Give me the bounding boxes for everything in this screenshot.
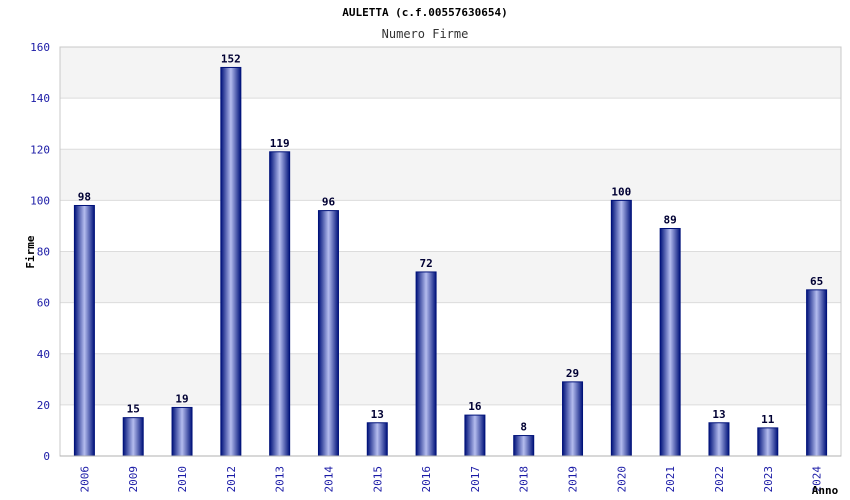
bar-2014 [317,210,339,457]
y-tick-label: 100 [30,194,50,207]
x-tick-label: 2020 [615,466,628,493]
bar-2012 [220,66,242,457]
data-label-2020: 100 [611,185,631,198]
y-tick-label: 0 [43,450,50,463]
grid-bands [60,47,841,405]
x-tick-label: 2023 [762,466,775,493]
x-tick-label: 2014 [322,466,335,493]
grid-band [60,251,841,303]
x-tick-label: 2019 [567,466,580,493]
bar-2013 [269,151,291,457]
data-label-2022: 13 [712,408,725,421]
x-tick-label: 2024 [811,466,824,493]
x-axis-label: Anno [812,484,839,497]
bar-2016 [415,271,437,457]
x-tick-label: 2013 [274,466,287,493]
data-label-2018: 8 [520,421,527,434]
x-tick-label: 2010 [176,466,189,493]
bar-2023 [757,427,779,457]
data-label-2009: 15 [127,403,140,416]
bar-2020 [610,199,632,457]
x-tick-label: 2018 [518,466,531,493]
chart-title: AULETTA (c.f.00557630654) [342,6,508,19]
x-axis-ticks: 2006 2009 2010 2012 2013 2014 2015 2016 2017 2018… [78,466,823,493]
bar-2009 [122,417,144,457]
x-tick-label: 2017 [469,466,482,493]
y-tick-label: 120 [30,143,50,156]
bar-2015 [366,422,388,457]
x-tick-label: 2015 [371,466,384,493]
bar-2010 [171,406,193,457]
data-label-2017: 16 [468,400,482,413]
y-tick-label: 160 [30,41,50,54]
bar-2019 [562,381,584,457]
y-tick-label: 80 [37,246,50,259]
grid-band [60,149,841,201]
data-label-2006: 98 [78,190,91,203]
data-label-2021: 89 [664,213,677,226]
data-label-2010: 19 [175,392,188,405]
grid-band [60,47,841,99]
grid-band [60,353,841,405]
y-tick-label: 20 [37,399,50,412]
data-label-2015: 13 [371,408,384,421]
data-label-2016: 72 [419,257,432,270]
y-tick-label: 140 [30,92,50,105]
x-tick-label: 2022 [713,466,726,493]
x-tick-label: 2012 [225,466,238,493]
bar-2021 [659,227,681,457]
x-tick-label: 2016 [420,466,433,493]
bar-2024 [806,289,828,457]
bar-2017 [464,414,486,457]
bar-2022 [708,422,730,457]
chart-subtitle: Numero Firme [382,27,469,41]
data-label-2023: 11 [761,413,775,426]
x-tick-label: 2009 [127,466,140,493]
x-tick-label: 2021 [664,466,677,493]
data-label-2019: 29 [566,367,579,380]
data-label-2024: 65 [810,275,823,288]
y-tick-label: 40 [37,348,50,361]
y-axis-ticks: 0 20 40 60 80 100 120 140 160 [30,41,50,463]
data-label-2014: 96 [322,196,336,209]
data-labels: 98 15 19 152 119 96 13 72 16 8 29 100 89 13 11 65 [78,52,823,433]
data-label-2013: 119 [270,137,290,150]
x-tick-label: 2006 [78,466,91,493]
y-axis-label: Firme [24,235,37,268]
bar-2018 [513,435,535,457]
data-label-2012: 152 [221,52,241,65]
y-tick-label: 60 [37,297,50,310]
bar-2006 [73,204,95,457]
